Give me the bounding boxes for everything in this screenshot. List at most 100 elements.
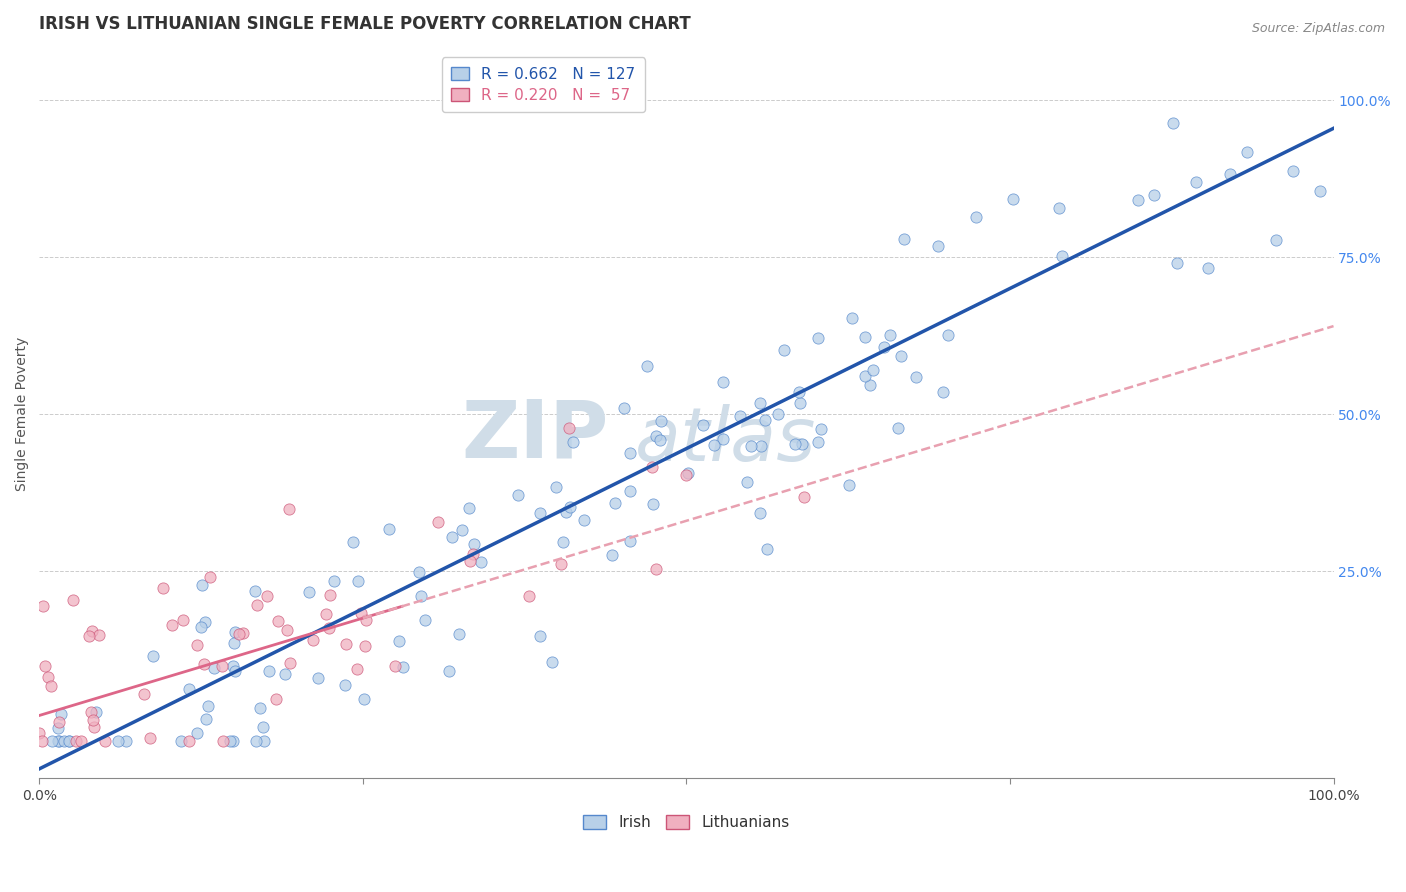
Point [735, 475, 758, 490]
Point [253, 733, 276, 747]
Point [807, 435, 830, 450]
Point [1142, 188, 1164, 202]
Point [554, 505, 576, 519]
Point [224, 664, 246, 678]
Point [333, 678, 356, 692]
Point [713, 375, 735, 389]
Point [224, 636, 246, 650]
Point [1197, 260, 1219, 275]
Point [170, 733, 193, 747]
Point [211, 659, 233, 673]
Point [48, 733, 70, 747]
Point [427, 515, 450, 529]
Point [463, 536, 485, 550]
Point [1166, 256, 1188, 270]
Point [749, 506, 772, 520]
Point [789, 396, 811, 410]
Point [749, 396, 772, 410]
Y-axis label: Single Female Poverty: Single Female Poverty [15, 337, 30, 491]
Point [278, 502, 301, 516]
Point [191, 577, 214, 591]
Point [859, 378, 882, 392]
Point [138, 731, 160, 745]
Point [457, 501, 479, 516]
Point [195, 712, 218, 726]
Point [692, 417, 714, 432]
Point [65, 733, 87, 747]
Point [384, 658, 406, 673]
Point [41, 733, 63, 747]
Point [853, 330, 876, 344]
Point [301, 632, 323, 647]
Point [280, 657, 302, 671]
Point [200, 569, 222, 583]
Point [703, 438, 725, 452]
Point [218, 733, 240, 747]
Point [749, 438, 772, 452]
Point [28, 725, 51, 739]
Point [31, 599, 53, 613]
Point [245, 733, 267, 747]
Point [879, 328, 901, 343]
Point [675, 467, 697, 482]
Point [890, 349, 912, 363]
Point [636, 359, 658, 373]
Point [441, 530, 464, 544]
Point [740, 440, 762, 454]
Point [1282, 164, 1305, 178]
Point [506, 488, 529, 502]
Point [841, 311, 863, 326]
Point [755, 541, 778, 556]
Point [264, 691, 287, 706]
Point [1236, 145, 1258, 159]
Point [62, 592, 84, 607]
Point [853, 369, 876, 384]
Point [790, 436, 813, 450]
Text: ZIP: ZIP [461, 397, 609, 475]
Point [965, 211, 987, 225]
Text: Source: ZipAtlas.com: Source: ZipAtlas.com [1251, 22, 1385, 36]
Point [228, 627, 250, 641]
Point [754, 413, 776, 427]
Point [1050, 249, 1073, 263]
Point [276, 623, 298, 637]
Point [773, 343, 796, 357]
Point [1219, 168, 1241, 182]
Point [810, 422, 832, 436]
Point [388, 634, 411, 648]
Point [546, 480, 568, 494]
Point [353, 639, 375, 653]
Point [58, 733, 80, 747]
Point [766, 407, 789, 421]
Point [94, 733, 117, 747]
Point [298, 585, 321, 599]
Point [517, 589, 540, 603]
Point [319, 588, 342, 602]
Point [350, 606, 373, 620]
Point [53, 733, 76, 747]
Point [342, 535, 364, 549]
Point [887, 421, 910, 435]
Point [48, 714, 70, 729]
Point [558, 500, 581, 514]
Point [391, 660, 413, 674]
Point [447, 627, 470, 641]
Point [194, 615, 217, 629]
Point [602, 549, 624, 563]
Point [267, 614, 290, 628]
Point [413, 613, 436, 627]
Point [347, 574, 370, 589]
Point [222, 733, 245, 747]
Point [1264, 233, 1286, 247]
Point [650, 414, 672, 428]
Point [650, 433, 672, 447]
Point [190, 620, 212, 634]
Point [807, 331, 830, 345]
Point [115, 733, 138, 747]
Point [246, 598, 269, 612]
Point [641, 459, 664, 474]
Point [49, 706, 72, 721]
Point [408, 565, 430, 579]
Point [353, 692, 375, 706]
Point [212, 733, 235, 747]
